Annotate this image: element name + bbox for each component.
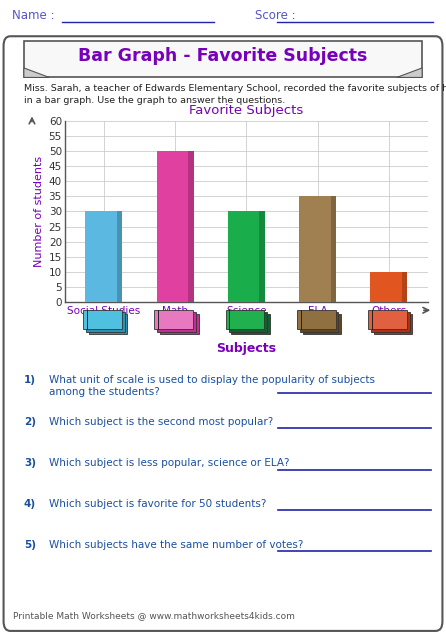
Text: Which subject is the second most popular?: Which subject is the second most popular… xyxy=(49,417,273,427)
FancyBboxPatch shape xyxy=(160,314,198,334)
Bar xyxy=(188,151,194,302)
Bar xyxy=(330,197,336,302)
Bar xyxy=(228,211,265,302)
FancyBboxPatch shape xyxy=(229,312,267,332)
FancyBboxPatch shape xyxy=(157,312,196,332)
FancyBboxPatch shape xyxy=(154,310,193,329)
Polygon shape xyxy=(24,68,49,78)
Polygon shape xyxy=(397,68,422,78)
Text: Miss. Sarah, a teacher of Edwards Elementary School, recorded the favorite subje: Miss. Sarah, a teacher of Edwards Elemen… xyxy=(24,84,446,104)
Text: What unit of scale is used to display the popularity of subjects
among the stude: What unit of scale is used to display th… xyxy=(49,375,375,396)
FancyBboxPatch shape xyxy=(24,41,422,78)
Text: Which subjects have the same number of votes?: Which subjects have the same number of v… xyxy=(49,540,304,550)
FancyBboxPatch shape xyxy=(368,310,407,329)
Text: Name :: Name : xyxy=(12,10,54,22)
Bar xyxy=(402,272,408,302)
Bar xyxy=(371,272,408,302)
Text: 1): 1) xyxy=(24,375,36,385)
Text: 3): 3) xyxy=(24,459,36,469)
FancyBboxPatch shape xyxy=(300,312,339,332)
FancyBboxPatch shape xyxy=(374,314,413,334)
Title: Favorite Subjects: Favorite Subjects xyxy=(189,104,304,117)
Bar xyxy=(85,211,122,302)
FancyBboxPatch shape xyxy=(297,310,335,329)
Text: 4): 4) xyxy=(24,499,36,509)
FancyBboxPatch shape xyxy=(371,312,409,332)
FancyBboxPatch shape xyxy=(89,314,128,334)
FancyBboxPatch shape xyxy=(303,314,341,334)
FancyBboxPatch shape xyxy=(231,314,270,334)
Bar xyxy=(299,197,336,302)
Bar xyxy=(157,151,194,302)
Text: Printable Math Worksheets @ www.mathworksheets4kids.com: Printable Math Worksheets @ www.mathwork… xyxy=(13,611,295,620)
Y-axis label: Number of students: Number of students xyxy=(34,156,45,267)
Text: Which subject is favorite for 50 students?: Which subject is favorite for 50 student… xyxy=(49,499,267,509)
Text: Which subject is less popular, science or ELA?: Which subject is less popular, science o… xyxy=(49,459,290,469)
FancyBboxPatch shape xyxy=(83,310,122,329)
FancyBboxPatch shape xyxy=(226,310,264,329)
Text: 5): 5) xyxy=(24,540,36,550)
FancyBboxPatch shape xyxy=(86,312,124,332)
Bar xyxy=(260,211,265,302)
Bar xyxy=(117,211,122,302)
Text: 2): 2) xyxy=(24,417,36,427)
Text: Bar Graph - Favorite Subjects: Bar Graph - Favorite Subjects xyxy=(78,47,368,66)
Text: Score :: Score : xyxy=(255,10,296,22)
Text: Subjects: Subjects xyxy=(216,342,277,355)
